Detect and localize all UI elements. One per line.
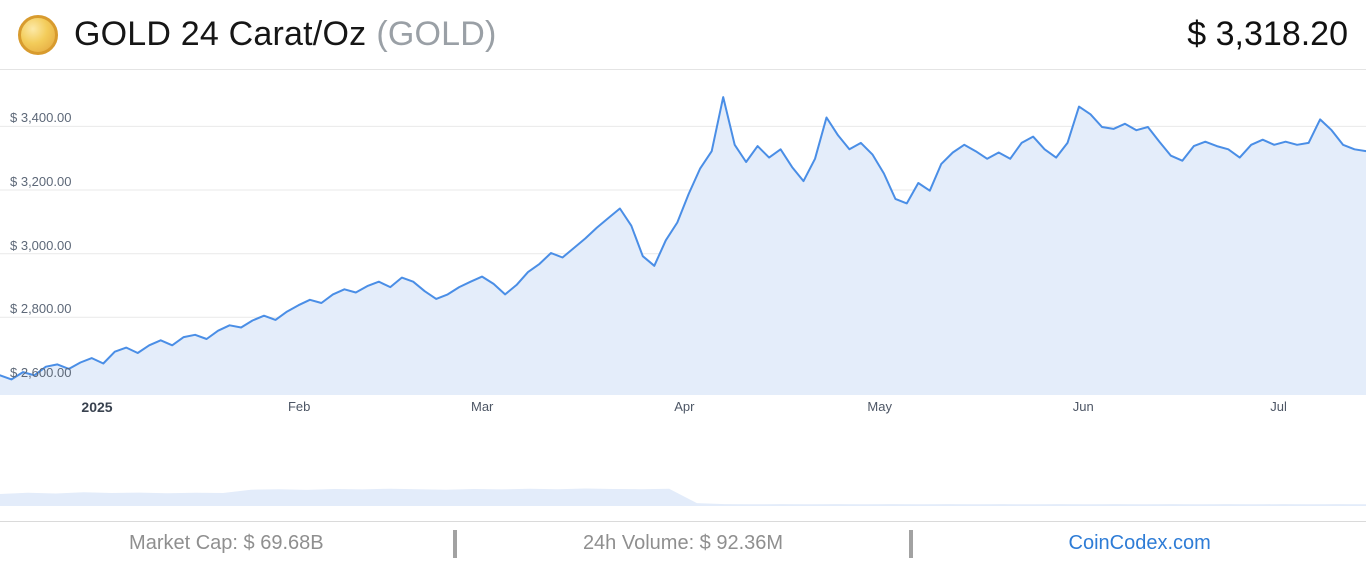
header: GOLD 24 Carat/Oz (GOLD) $ 3,318.20 [0,0,1366,70]
coincodex-link[interactable]: CoinCodex.com [1068,532,1211,554]
x-axis-label: May [867,399,892,414]
price-plot-svg[interactable] [0,85,1366,395]
volume-24h-stat: 24h Volume: $ 92.36M [582,532,784,554]
y-axis-label: $ 2,600.00 [10,364,72,380]
asset-symbol: (GOLD) [376,15,497,53]
x-axis-label: Apr [674,399,695,414]
current-price: $ 3,318.20 [1187,15,1348,53]
page-title: GOLD 24 Carat/Oz (GOLD) [74,15,497,54]
x-axis-label: Jul [1270,399,1287,414]
gold-coin-icon [18,14,58,55]
price-chart[interactable]: $ 3,400.00 $ 3,200.00 $ 3,000.00 $ 2,800.00… [0,0,1366,520]
asset-name: GOLD 24 Carat/Oz [74,15,367,53]
footer-divider [452,529,457,558]
x-axis-label: Mar [470,399,494,414]
x-axis-label: 2025 [81,399,113,415]
y-axis-label: $ 2,800.00 [10,301,72,317]
x-axis-label: Feb [287,399,311,414]
volume-plot-svg [0,488,1366,506]
footer-stats-bar: Market Cap: $ 69.68B 24h Volume: $ 92.36… [0,521,1366,565]
y-axis-label: $ 3,000.00 [10,237,72,253]
y-axis-label: $ 3,400.00 [10,110,72,126]
x-axis-label: Jun [1072,399,1094,414]
market-cap-stat: Market Cap: $ 69.68B [129,532,324,554]
y-axis-label: $ 3,200.00 [10,174,72,190]
footer-divider [909,529,914,558]
